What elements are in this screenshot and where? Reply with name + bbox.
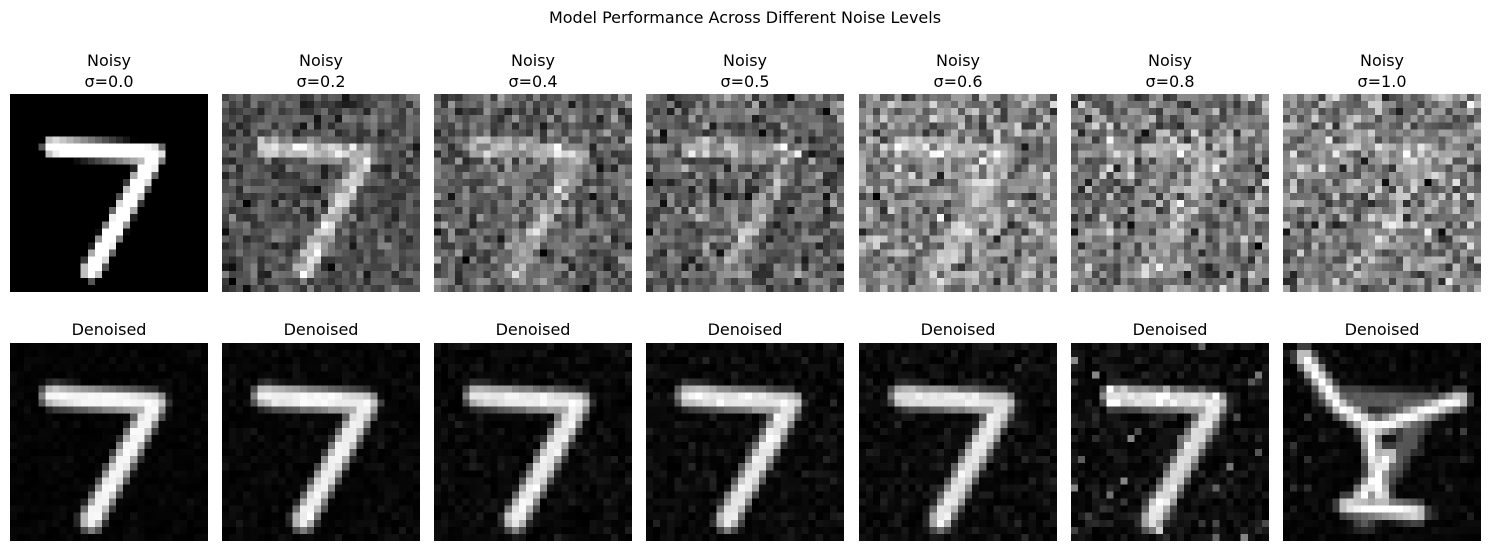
digit-image-canvas (222, 94, 420, 292)
denoised-image (434, 343, 632, 541)
noisy-panel-title: Noisy (510, 51, 555, 70)
figure-title: Model Performance Across Different Noise… (548, 8, 942, 27)
denoised-image (1283, 343, 1481, 541)
denoised-image (859, 343, 1057, 541)
denoised-panel-title: Denoised (920, 320, 996, 339)
digit-image-canvas (10, 94, 208, 292)
noisy-panel-title: Noisy (935, 51, 980, 70)
noisy-image (859, 94, 1057, 292)
denoised-panel-title: Denoised (495, 320, 571, 339)
noise-level-label: σ=1.0 (1357, 72, 1407, 91)
denoised-panel-title: Denoised (1344, 320, 1420, 339)
noisy-panel-title: Noisy (722, 51, 767, 70)
noise-level-label: σ=0.2 (296, 72, 346, 91)
noisy-image (222, 94, 420, 292)
noisy-panel-title: Noisy (1359, 51, 1404, 70)
denoised-image (1071, 343, 1269, 541)
noisy-panel-title: Noisy (86, 51, 131, 70)
denoised-panel-title: Denoised (71, 320, 147, 339)
noise-level-label: σ=0.4 (508, 72, 558, 91)
denoised-image (10, 343, 208, 541)
digit-image-canvas (859, 94, 1057, 292)
denoised-panel-title: Denoised (707, 320, 783, 339)
noise-level-label: σ=0.6 (933, 72, 983, 91)
digit-image-canvas (10, 343, 208, 541)
digit-image-canvas (1071, 343, 1269, 541)
noisy-image (1283, 94, 1481, 292)
denoised-panel-title: Denoised (283, 320, 359, 339)
digit-image-canvas (434, 343, 632, 541)
noisy-panel-title: Noisy (298, 51, 343, 70)
noisy-image (1071, 94, 1269, 292)
noisy-image (434, 94, 632, 292)
noise-level-label: σ=0.0 (84, 72, 134, 91)
digit-image-canvas (434, 94, 632, 292)
digit-image-canvas (1283, 343, 1481, 541)
noise-level-label: σ=0.5 (720, 72, 770, 91)
noise-level-label: σ=0.8 (1145, 72, 1195, 91)
noisy-image (10, 94, 208, 292)
denoised-image (646, 343, 844, 541)
digit-image-canvas (1071, 94, 1269, 292)
noisy-image (646, 94, 844, 292)
digit-image-canvas (646, 94, 844, 292)
denoised-panel-title: Denoised (1132, 320, 1208, 339)
digit-image-canvas (859, 343, 1057, 541)
noisy-panel-title: Noisy (1147, 51, 1192, 70)
digit-image-canvas (1283, 94, 1481, 292)
denoised-image (222, 343, 420, 541)
digit-image-canvas (646, 343, 844, 541)
digit-image-canvas (222, 343, 420, 541)
